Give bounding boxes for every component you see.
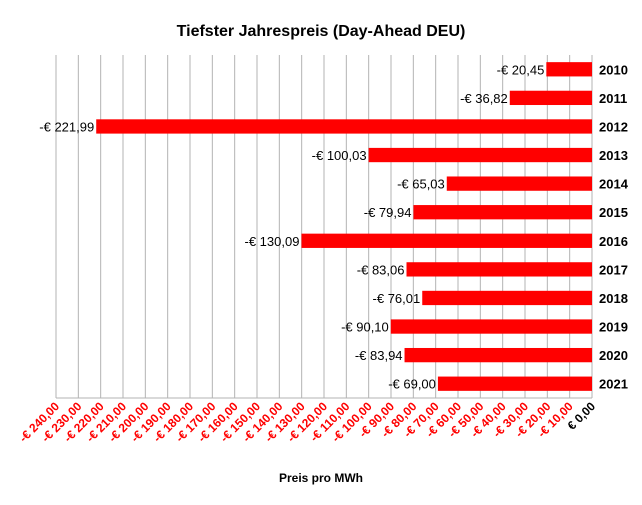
data-label: -€ 221,99	[39, 119, 94, 134]
category-label: 2010	[599, 62, 628, 77]
category-label: 2013	[599, 148, 628, 163]
x-axis-title: Preis pro MWh	[279, 471, 363, 485]
bar	[368, 147, 592, 163]
bar	[96, 119, 592, 134]
data-label: -€ 90,10	[341, 320, 389, 335]
chart-title: Tiefster Jahrespreis (Day-Ahead DEU)	[177, 23, 466, 40]
data-label: -€ 83,94	[355, 348, 403, 363]
category-label: 2020	[599, 348, 628, 363]
bar	[446, 176, 592, 191]
category-label: 2011	[599, 91, 627, 106]
bar	[390, 319, 592, 334]
bar	[546, 62, 592, 77]
bar	[509, 90, 592, 106]
category-label: 2021	[599, 377, 628, 392]
data-label: -€ 65,03	[397, 177, 445, 192]
category-label: 2019	[599, 320, 628, 335]
data-labels: -€ 20,45 -€ 36,82 -€ 221,99 -€ 100,03 -€ 65,…	[39, 62, 544, 391]
category-label: 2015	[599, 205, 628, 220]
bar	[437, 376, 592, 391]
category-label: 2016	[599, 234, 628, 249]
bars	[96, 62, 592, 391]
bar	[301, 233, 592, 248]
data-label: -€ 130,09	[245, 234, 300, 249]
category-label: 2017	[599, 262, 628, 277]
category-label: 2014	[599, 177, 629, 192]
data-label: -€ 83,06	[357, 262, 405, 277]
category-label: 2012	[599, 119, 628, 134]
data-label: -€ 76,01	[373, 291, 421, 306]
x-tick-labels: -€ 240,00-€ 230,00-€ 220,00-€ 210,00-€ 2…	[16, 399, 598, 445]
data-label: -€ 69,00	[388, 377, 436, 392]
data-label: -€ 79,94	[364, 205, 412, 220]
category-label: 2018	[599, 291, 628, 306]
data-label: -€ 36,82	[460, 91, 508, 106]
data-label: -€ 20,45	[497, 62, 545, 77]
category-labels: 2010 2011 2012 2013 2014 2015 2016 2017 2018 2019…	[599, 62, 629, 391]
bar	[413, 205, 592, 220]
bar	[406, 262, 592, 277]
bar	[422, 290, 592, 306]
bar	[404, 347, 592, 363]
data-label: -€ 100,03	[312, 148, 367, 163]
grid	[55, 55, 593, 399]
